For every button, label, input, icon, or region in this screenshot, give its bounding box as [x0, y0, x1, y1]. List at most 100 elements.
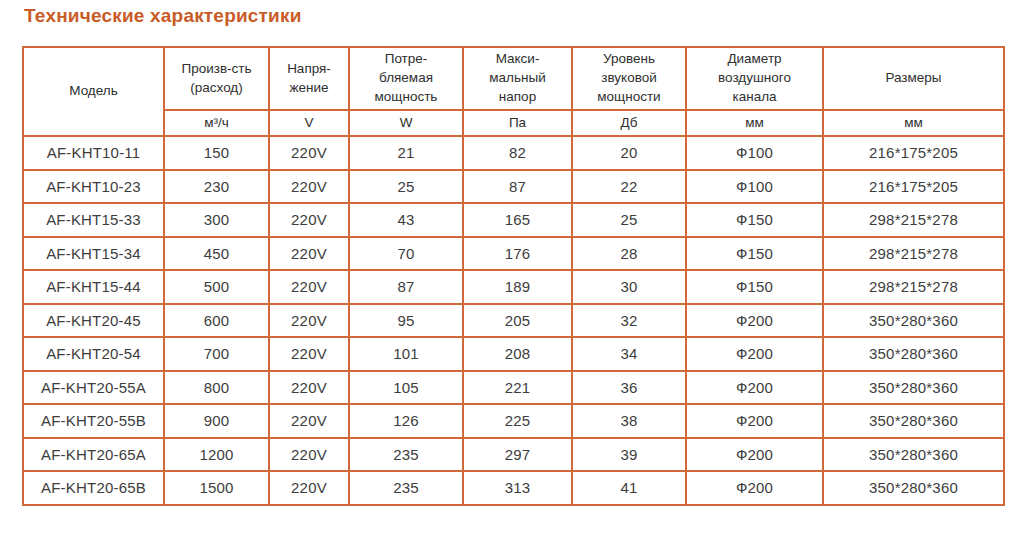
- value-cell: 28: [572, 237, 686, 271]
- value-cell: Ф200: [686, 404, 823, 438]
- value-cell: 150: [164, 136, 269, 170]
- value-cell: Ф200: [686, 371, 823, 405]
- value-cell: Ф150: [686, 237, 823, 271]
- column-unit-6: мм: [686, 110, 823, 136]
- value-cell: Ф150: [686, 203, 823, 237]
- column-header-4: Макси- мальный напор: [463, 47, 572, 110]
- value-cell: 165: [463, 203, 572, 237]
- value-cell: Ф200: [686, 304, 823, 338]
- header-row-labels: МодельПроизв-сть (расход)Напря- жениеПот…: [23, 47, 1004, 110]
- column-unit-2: V: [269, 110, 349, 136]
- value-cell: 350*280*360: [823, 337, 1004, 371]
- value-cell: 220V: [269, 471, 349, 505]
- value-cell: 300: [164, 203, 269, 237]
- value-cell: 350*280*360: [823, 438, 1004, 472]
- model-cell: AF-KHT20-55B: [23, 404, 164, 438]
- value-cell: 38: [572, 404, 686, 438]
- value-cell: 208: [463, 337, 572, 371]
- value-cell: 25: [349, 170, 463, 204]
- value-cell: 43: [349, 203, 463, 237]
- value-cell: 298*215*278: [823, 270, 1004, 304]
- column-header-2: Напря- жение: [269, 47, 349, 110]
- value-cell: 298*215*278: [823, 237, 1004, 271]
- value-cell: 220V: [269, 404, 349, 438]
- value-cell: 500: [164, 270, 269, 304]
- column-header-3: Потре- бляемая мощность: [349, 47, 463, 110]
- table-row: AF-KHT20-65A1200220V23529739Ф200350*280*…: [23, 438, 1004, 472]
- value-cell: 32: [572, 304, 686, 338]
- value-cell: 220V: [269, 170, 349, 204]
- value-cell: 25: [572, 203, 686, 237]
- page-title: Технические характеристики: [24, 5, 302, 27]
- table-row: AF-KHT20-55A800220V10522136Ф200350*280*3…: [23, 371, 1004, 405]
- model-cell: AF-KHT15-44: [23, 270, 164, 304]
- value-cell: 21: [349, 136, 463, 170]
- value-cell: 313: [463, 471, 572, 505]
- value-cell: 105: [349, 371, 463, 405]
- value-cell: Ф100: [686, 170, 823, 204]
- model-cell: AF-KHT20-54: [23, 337, 164, 371]
- value-cell: 800: [164, 371, 269, 405]
- value-cell: 350*280*360: [823, 304, 1004, 338]
- value-cell: 216*175*205: [823, 170, 1004, 204]
- spec-table: МодельПроизв-сть (расход)Напря- жениеПот…: [22, 46, 1005, 506]
- value-cell: 87: [349, 270, 463, 304]
- value-cell: 220V: [269, 270, 349, 304]
- value-cell: 700: [164, 337, 269, 371]
- value-cell: 20: [572, 136, 686, 170]
- value-cell: 235: [349, 471, 463, 505]
- value-cell: 36: [572, 371, 686, 405]
- table-body: AF-KHT10-11150220V218220Ф100216*175*205A…: [23, 136, 1004, 505]
- value-cell: 220V: [269, 203, 349, 237]
- value-cell: 87: [463, 170, 572, 204]
- value-cell: 230: [164, 170, 269, 204]
- value-cell: 235: [349, 438, 463, 472]
- value-cell: 216*175*205: [823, 136, 1004, 170]
- column-header-6: Диаметр воздушного канала: [686, 47, 823, 110]
- model-cell: AF-KHT10-11: [23, 136, 164, 170]
- value-cell: Ф100: [686, 136, 823, 170]
- model-cell: AF-KHT20-55A: [23, 371, 164, 405]
- value-cell: Ф200: [686, 337, 823, 371]
- value-cell: Ф200: [686, 471, 823, 505]
- model-cell: AF-KHT15-34: [23, 237, 164, 271]
- table-row: AF-KHT15-33300220V4316525Ф150298*215*278: [23, 203, 1004, 237]
- table-row: AF-KHT20-45600220V9520532Ф200350*280*360: [23, 304, 1004, 338]
- column-header-7: Размеры: [823, 47, 1004, 110]
- value-cell: 30: [572, 270, 686, 304]
- model-cell: AF-KHT20-45: [23, 304, 164, 338]
- value-cell: 350*280*360: [823, 471, 1004, 505]
- table-row: AF-KHT10-23230220V258722Ф100216*175*205: [23, 170, 1004, 204]
- value-cell: 22: [572, 170, 686, 204]
- column-header-0: Модель: [23, 47, 164, 136]
- model-cell: AF-KHT15-33: [23, 203, 164, 237]
- column-unit-3: W: [349, 110, 463, 136]
- value-cell: 41: [572, 471, 686, 505]
- value-cell: 220V: [269, 237, 349, 271]
- column-header-1: Произв-сть (расход): [164, 47, 269, 110]
- value-cell: 1200: [164, 438, 269, 472]
- table-row: AF-KHT20-65B1500220V23531341Ф200350*280*…: [23, 471, 1004, 505]
- value-cell: 220V: [269, 136, 349, 170]
- value-cell: Ф150: [686, 270, 823, 304]
- value-cell: 34: [572, 337, 686, 371]
- value-cell: 189: [463, 270, 572, 304]
- value-cell: 39: [572, 438, 686, 472]
- value-cell: 297: [463, 438, 572, 472]
- column-unit-1: м³/ч: [164, 110, 269, 136]
- model-cell: AF-KHT20-65A: [23, 438, 164, 472]
- column-unit-5: Дб: [572, 110, 686, 136]
- column-unit-4: Па: [463, 110, 572, 136]
- value-cell: 101: [349, 337, 463, 371]
- value-cell: 350*280*360: [823, 371, 1004, 405]
- value-cell: 298*215*278: [823, 203, 1004, 237]
- column-header-5: Уровень звуковой мощности: [572, 47, 686, 110]
- table-row: AF-KHT15-44500220V8718930Ф150298*215*278: [23, 270, 1004, 304]
- table-row: AF-KHT20-54700220V10120834Ф200350*280*36…: [23, 337, 1004, 371]
- value-cell: Ф200: [686, 438, 823, 472]
- value-cell: 600: [164, 304, 269, 338]
- table-row: AF-KHT20-55B900220V12622538Ф200350*280*3…: [23, 404, 1004, 438]
- value-cell: 82: [463, 136, 572, 170]
- value-cell: 350*280*360: [823, 404, 1004, 438]
- value-cell: 70: [349, 237, 463, 271]
